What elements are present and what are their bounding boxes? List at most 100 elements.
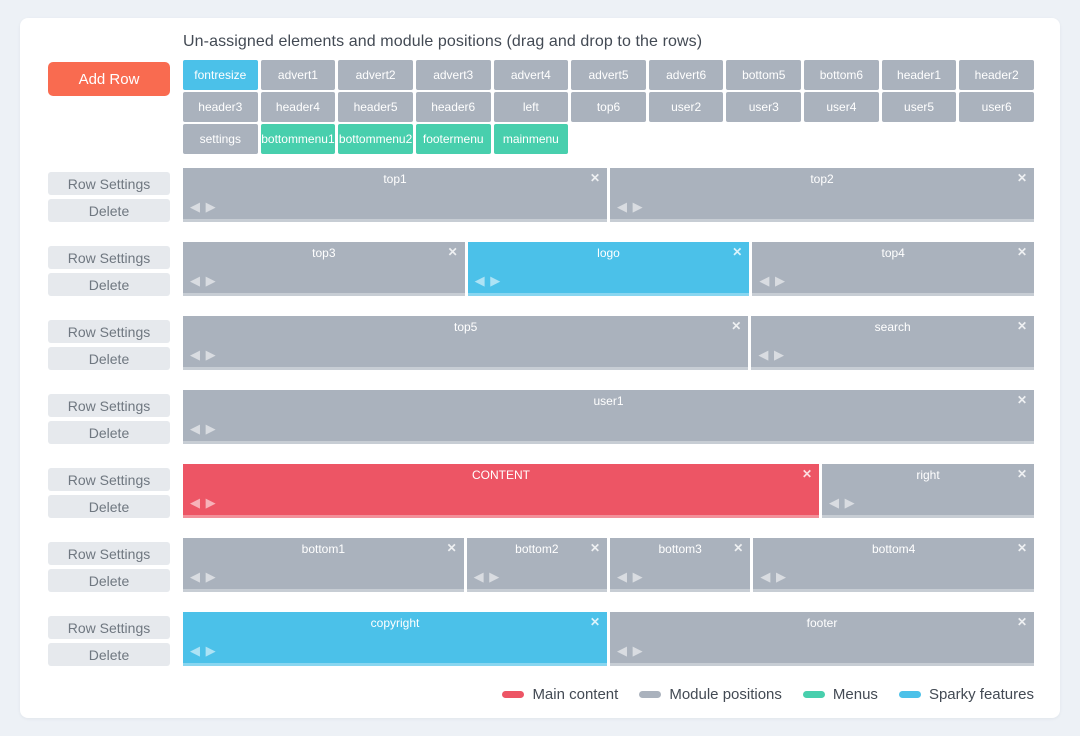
- module-position-block[interactable]: bottom3 ✕ ◀ ▶: [610, 538, 751, 592]
- remove-module-icon[interactable]: ✕: [589, 541, 600, 555]
- unassigned-chip[interactable]: bottom5: [726, 60, 802, 90]
- move-left-icon[interactable]: ◀: [829, 495, 840, 510]
- unassigned-chip[interactable]: bottommenu1: [260, 124, 336, 154]
- move-right-icon[interactable]: ▶: [632, 643, 644, 658]
- move-left-icon[interactable]: ◀: [758, 347, 770, 362]
- move-right-icon[interactable]: ▶: [205, 421, 217, 436]
- move-right-icon[interactable]: ▶: [773, 347, 785, 362]
- row-delete-button[interactable]: Delete: [48, 273, 170, 296]
- unassigned-chip[interactable]: top6: [571, 92, 646, 122]
- unassigned-chip[interactable]: settings: [183, 124, 258, 154]
- move-right-icon[interactable]: ▶: [775, 569, 787, 584]
- unassigned-chip[interactable]: fontresize: [183, 60, 258, 90]
- unassigned-chip[interactable]: mainmenu: [493, 124, 569, 154]
- module-position-block[interactable]: footer ✕ ◀ ▶: [610, 612, 1034, 666]
- remove-module-icon[interactable]: ✕: [1016, 615, 1027, 629]
- remove-module-icon[interactable]: ✕: [732, 245, 743, 259]
- unassigned-chip[interactable]: advert6: [648, 60, 724, 90]
- move-right-icon[interactable]: ▶: [205, 569, 217, 584]
- unassigned-chip[interactable]: header5: [338, 92, 413, 122]
- module-position-block[interactable]: search ✕ ◀ ▶: [751, 316, 1034, 370]
- move-left-icon[interactable]: ◀: [474, 273, 486, 288]
- move-left-icon[interactable]: ◀: [759, 273, 771, 288]
- unassigned-chip[interactable]: advert2: [338, 60, 413, 90]
- remove-module-icon[interactable]: ✕: [446, 541, 457, 555]
- remove-module-icon[interactable]: ✕: [447, 245, 458, 259]
- row-delete-button[interactable]: Delete: [48, 347, 170, 370]
- row-settings-button[interactable]: Row Settings: [48, 468, 170, 491]
- move-right-icon[interactable]: ▶: [205, 273, 217, 288]
- module-position-block[interactable]: bottom4 ✕ ◀ ▶: [753, 538, 1034, 592]
- remove-module-icon[interactable]: ✕: [1016, 245, 1028, 259]
- row-settings-button[interactable]: Row Settings: [48, 616, 170, 639]
- unassigned-chip[interactable]: header4: [260, 92, 336, 122]
- remove-module-icon[interactable]: ✕: [589, 615, 600, 629]
- move-left-icon[interactable]: ◀: [190, 421, 201, 436]
- row-settings-button[interactable]: Row Settings: [48, 172, 170, 195]
- unassigned-chip[interactable]: footermenu: [415, 124, 491, 154]
- unassigned-chip[interactable]: user3: [726, 92, 802, 122]
- row-delete-button[interactable]: Delete: [48, 643, 170, 666]
- unassigned-chip[interactable]: header6: [415, 92, 491, 122]
- unassigned-chip[interactable]: user5: [881, 92, 957, 122]
- unassigned-chip[interactable]: advert4: [493, 60, 569, 90]
- module-position-block[interactable]: top4 ✕ ◀ ▶: [752, 242, 1035, 296]
- move-left-icon[interactable]: ◀: [190, 495, 201, 510]
- move-left-icon[interactable]: ◀: [190, 273, 201, 288]
- move-left-icon[interactable]: ◀: [190, 199, 201, 214]
- unassigned-chip[interactable]: header1: [881, 60, 957, 90]
- module-position-block[interactable]: top2 ✕ ◀ ▶: [610, 168, 1034, 222]
- remove-module-icon[interactable]: ✕: [1016, 467, 1027, 481]
- unassigned-chip[interactable]: bottom6: [804, 60, 879, 90]
- move-left-icon[interactable]: ◀: [760, 569, 772, 584]
- module-position-block[interactable]: top5 ✕ ◀ ▶: [183, 316, 749, 370]
- row-delete-button[interactable]: Delete: [48, 495, 170, 518]
- unassigned-chip[interactable]: bottommenu2: [338, 124, 413, 154]
- remove-module-icon[interactable]: ✕: [1016, 393, 1027, 407]
- move-left-icon[interactable]: ◀: [617, 569, 628, 584]
- module-position-block[interactable]: top1 ✕ ◀ ▶: [183, 168, 607, 222]
- move-right-icon[interactable]: ▶: [205, 347, 217, 362]
- move-left-icon[interactable]: ◀: [190, 347, 201, 362]
- move-right-icon[interactable]: ▶: [489, 569, 501, 584]
- move-left-icon[interactable]: ◀: [190, 643, 201, 658]
- unassigned-chip[interactable]: header3: [183, 92, 258, 122]
- add-row-button[interactable]: Add Row: [48, 62, 170, 96]
- remove-module-icon[interactable]: ✕: [731, 319, 742, 333]
- module-position-block[interactable]: copyright ✕ ◀ ▶: [183, 612, 607, 666]
- unassigned-chip[interactable]: user4: [804, 92, 879, 122]
- module-position-block[interactable]: top3 ✕ ◀ ▶: [183, 242, 465, 296]
- move-right-icon[interactable]: ▶: [774, 273, 786, 288]
- row-delete-button[interactable]: Delete: [48, 421, 170, 444]
- move-right-icon[interactable]: ▶: [632, 569, 644, 584]
- move-right-icon[interactable]: ▶: [632, 199, 644, 214]
- move-right-icon[interactable]: ▶: [205, 643, 217, 658]
- module-position-block[interactable]: logo ✕ ◀ ▶: [467, 242, 750, 296]
- move-left-icon[interactable]: ◀: [190, 569, 201, 584]
- row-delete-button[interactable]: Delete: [48, 569, 170, 592]
- row-settings-button[interactable]: Row Settings: [48, 320, 170, 343]
- move-right-icon[interactable]: ▶: [844, 495, 856, 510]
- move-right-icon[interactable]: ▶: [205, 495, 217, 510]
- remove-module-icon[interactable]: ✕: [589, 171, 600, 185]
- unassigned-chip[interactable]: header2: [959, 60, 1034, 90]
- remove-module-icon[interactable]: ✕: [733, 541, 744, 555]
- remove-module-icon[interactable]: ✕: [1016, 171, 1027, 185]
- row-delete-button[interactable]: Delete: [48, 199, 170, 222]
- move-right-icon[interactable]: ▶: [490, 273, 502, 288]
- move-right-icon[interactable]: ▶: [205, 199, 217, 214]
- move-left-icon[interactable]: ◀: [473, 569, 485, 584]
- move-left-icon[interactable]: ◀: [617, 643, 628, 658]
- remove-module-icon[interactable]: ✕: [801, 467, 812, 481]
- remove-module-icon[interactable]: ✕: [1016, 541, 1027, 555]
- module-position-block[interactable]: bottom2 ✕ ◀ ▶: [466, 538, 607, 592]
- module-position-block[interactable]: right ✕ ◀ ▶: [822, 464, 1034, 518]
- unassigned-chip[interactable]: user2: [648, 92, 724, 122]
- unassigned-chip[interactable]: advert5: [571, 60, 646, 90]
- row-settings-button[interactable]: Row Settings: [48, 542, 170, 565]
- unassigned-chip[interactable]: advert3: [415, 60, 491, 90]
- module-position-block[interactable]: user1 ✕ ◀ ▶: [183, 390, 1034, 444]
- unassigned-chip[interactable]: advert1: [260, 60, 336, 90]
- move-left-icon[interactable]: ◀: [617, 199, 628, 214]
- module-position-block[interactable]: bottom1 ✕ ◀ ▶: [183, 538, 464, 592]
